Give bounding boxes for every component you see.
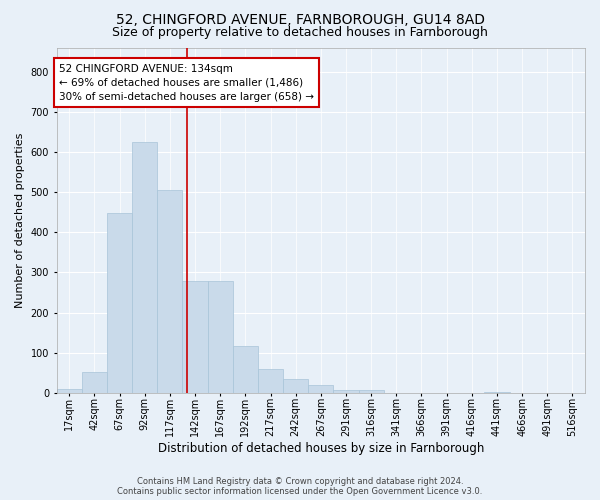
Y-axis label: Number of detached properties: Number of detached properties — [15, 132, 25, 308]
Text: Contains HM Land Registry data © Crown copyright and database right 2024.
Contai: Contains HM Land Registry data © Crown c… — [118, 476, 482, 496]
Bar — [157, 190, 182, 393]
Bar — [56, 389, 82, 393]
Bar — [107, 213, 132, 393]
Text: 52, CHINGFORD AVENUE, FARNBOROUGH, GU14 8AD: 52, CHINGFORD AVENUE, FARNBOROUGH, GU14 … — [115, 12, 485, 26]
Bar — [82, 372, 107, 393]
Bar — [132, 142, 157, 393]
Bar — [308, 385, 334, 393]
Text: Size of property relative to detached houses in Farnborough: Size of property relative to detached ho… — [112, 26, 488, 39]
Bar — [258, 369, 283, 393]
Bar — [208, 281, 233, 393]
X-axis label: Distribution of detached houses by size in Farnborough: Distribution of detached houses by size … — [158, 442, 484, 455]
Bar — [182, 281, 208, 393]
Bar — [283, 379, 308, 393]
Bar — [233, 346, 258, 393]
Bar — [484, 392, 509, 393]
Text: 52 CHINGFORD AVENUE: 134sqm
← 69% of detached houses are smaller (1,486)
30% of : 52 CHINGFORD AVENUE: 134sqm ← 69% of det… — [59, 64, 314, 102]
Bar — [334, 390, 359, 393]
Bar — [359, 390, 384, 393]
